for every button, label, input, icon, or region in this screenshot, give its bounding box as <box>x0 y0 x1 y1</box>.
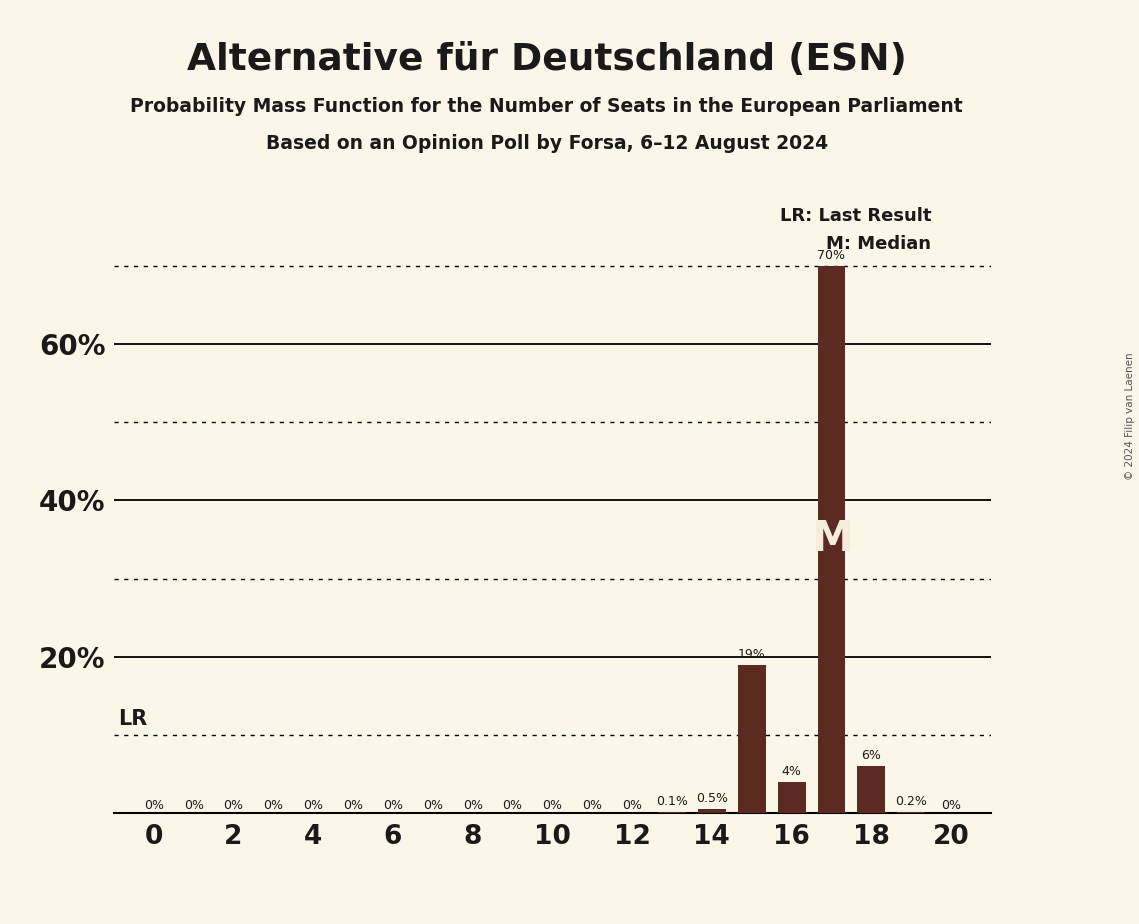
Bar <box>698 809 726 813</box>
Text: 0%: 0% <box>223 798 244 811</box>
Text: 0%: 0% <box>462 798 483 811</box>
Text: Based on an Opinion Poll by Forsa, 6–12 August 2024: Based on an Opinion Poll by Forsa, 6–12 … <box>265 134 828 153</box>
Text: © 2024 Filip van Laenen: © 2024 Filip van Laenen <box>1125 352 1134 480</box>
Text: M: M <box>811 518 852 561</box>
Text: Alternative für Deutschland (ESN): Alternative für Deutschland (ESN) <box>187 42 907 78</box>
Text: LR: LR <box>118 709 147 729</box>
Text: 0%: 0% <box>144 798 164 811</box>
Text: 0.1%: 0.1% <box>656 796 688 808</box>
Text: 0%: 0% <box>303 798 323 811</box>
Text: LR: Last Result: LR: Last Result <box>779 207 932 225</box>
Text: 0%: 0% <box>183 798 204 811</box>
Text: 70%: 70% <box>818 249 845 261</box>
Text: 0%: 0% <box>542 798 563 811</box>
Text: 0%: 0% <box>423 798 443 811</box>
Text: 0%: 0% <box>383 798 403 811</box>
Text: 0%: 0% <box>502 798 523 811</box>
Text: Probability Mass Function for the Number of Seats in the European Parliament: Probability Mass Function for the Number… <box>130 97 964 116</box>
Text: 0.2%: 0.2% <box>895 795 927 808</box>
Bar <box>858 766 885 813</box>
Bar <box>898 811 925 813</box>
Bar <box>738 664 765 813</box>
Text: 19%: 19% <box>738 648 765 661</box>
Text: 6%: 6% <box>861 749 882 762</box>
Text: 0%: 0% <box>622 798 642 811</box>
Text: 0%: 0% <box>343 798 363 811</box>
Text: M: Median: M: Median <box>826 235 932 252</box>
Bar <box>778 782 805 813</box>
Text: 4%: 4% <box>781 765 802 778</box>
Text: 0%: 0% <box>263 798 284 811</box>
Text: 0%: 0% <box>941 798 961 811</box>
Text: 0.5%: 0.5% <box>696 792 728 806</box>
Text: 0%: 0% <box>582 798 603 811</box>
Bar <box>818 266 845 813</box>
